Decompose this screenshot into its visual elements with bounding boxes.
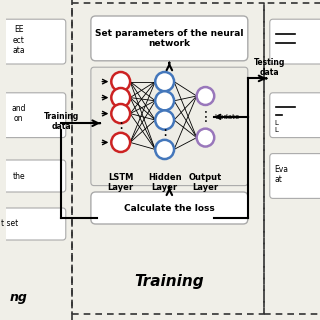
Text: LSTM
Layer: LSTM Layer <box>108 173 134 192</box>
FancyBboxPatch shape <box>91 67 248 186</box>
Text: Training: Training <box>134 274 204 289</box>
Text: ⋮: ⋮ <box>113 121 128 135</box>
Circle shape <box>111 104 130 123</box>
FancyBboxPatch shape <box>91 192 248 224</box>
Text: ng: ng <box>10 291 28 304</box>
FancyBboxPatch shape <box>0 19 66 64</box>
FancyBboxPatch shape <box>0 93 66 138</box>
Text: Update: Update <box>215 114 240 120</box>
Text: ⋮: ⋮ <box>198 110 212 124</box>
Text: Output
Layer: Output Layer <box>189 173 222 192</box>
Text: the: the <box>12 172 25 180</box>
FancyBboxPatch shape <box>270 19 320 64</box>
Text: Hidden
Layer: Hidden Layer <box>148 173 181 192</box>
Circle shape <box>111 133 130 152</box>
Text: t set: t set <box>1 220 18 228</box>
Text: Set parameters of the neural
network: Set parameters of the neural network <box>95 29 244 48</box>
Text: L
L: L L <box>275 120 278 133</box>
Text: Calculate the loss: Calculate the loss <box>124 204 215 212</box>
Circle shape <box>155 91 174 110</box>
Circle shape <box>111 72 130 91</box>
Circle shape <box>155 140 174 159</box>
FancyBboxPatch shape <box>91 16 248 61</box>
Circle shape <box>155 110 174 130</box>
Text: EE
ect
ata: EE ect ata <box>12 25 25 55</box>
FancyBboxPatch shape <box>0 208 66 240</box>
Circle shape <box>111 88 130 107</box>
Text: Training
data: Training data <box>44 112 79 131</box>
Text: and
on: and on <box>12 104 26 123</box>
FancyBboxPatch shape <box>270 93 320 138</box>
Circle shape <box>197 129 214 147</box>
FancyBboxPatch shape <box>270 154 320 198</box>
Circle shape <box>197 87 214 105</box>
Text: Testing
data: Testing data <box>254 58 285 77</box>
FancyBboxPatch shape <box>0 160 66 192</box>
Circle shape <box>155 72 174 91</box>
Text: ⋮: ⋮ <box>157 128 172 142</box>
Text: Eva
at: Eva at <box>275 165 289 184</box>
